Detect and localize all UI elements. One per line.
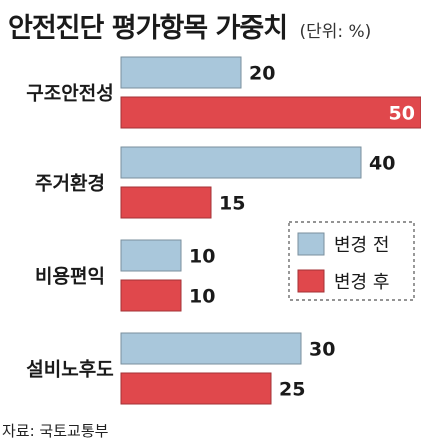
category-label: 주거환경 (35, 173, 105, 195)
legend-label-before: 변경 전 (334, 235, 389, 256)
chart-title: 안전진단 평가항목 가중치 (단위: %) (8, 6, 371, 45)
data-label: 20 (249, 63, 275, 85)
data-label: 30 (309, 339, 335, 361)
data-label: 15 (219, 193, 245, 215)
bar-before (120, 239, 182, 272)
legend-label-after: 변경 후 (334, 272, 389, 293)
data-label: 25 (279, 379, 305, 401)
bar-before (120, 56, 242, 89)
bar-before (120, 332, 302, 365)
unit-label: (단위: %) (299, 22, 372, 42)
category-label: 설비노후도 (26, 359, 113, 381)
bar-after (120, 372, 272, 405)
bar-before (120, 146, 362, 179)
chart-title-text: 안전진단 평가항목 가중치 (8, 13, 288, 44)
source-note: 자료: 국토교통부 (2, 422, 109, 440)
category-label: 비용편익 (35, 266, 105, 288)
category-label: 구조안전성 (26, 83, 113, 105)
data-label: 40 (369, 153, 395, 175)
bar-after (120, 186, 212, 219)
data-label: 50 (389, 103, 415, 125)
bar-after (120, 96, 421, 129)
legend-swatch-after (297, 269, 325, 293)
data-label: 10 (189, 246, 215, 268)
data-label: 10 (189, 286, 215, 308)
legend-swatch-before (297, 232, 325, 256)
bar-after (120, 279, 182, 312)
